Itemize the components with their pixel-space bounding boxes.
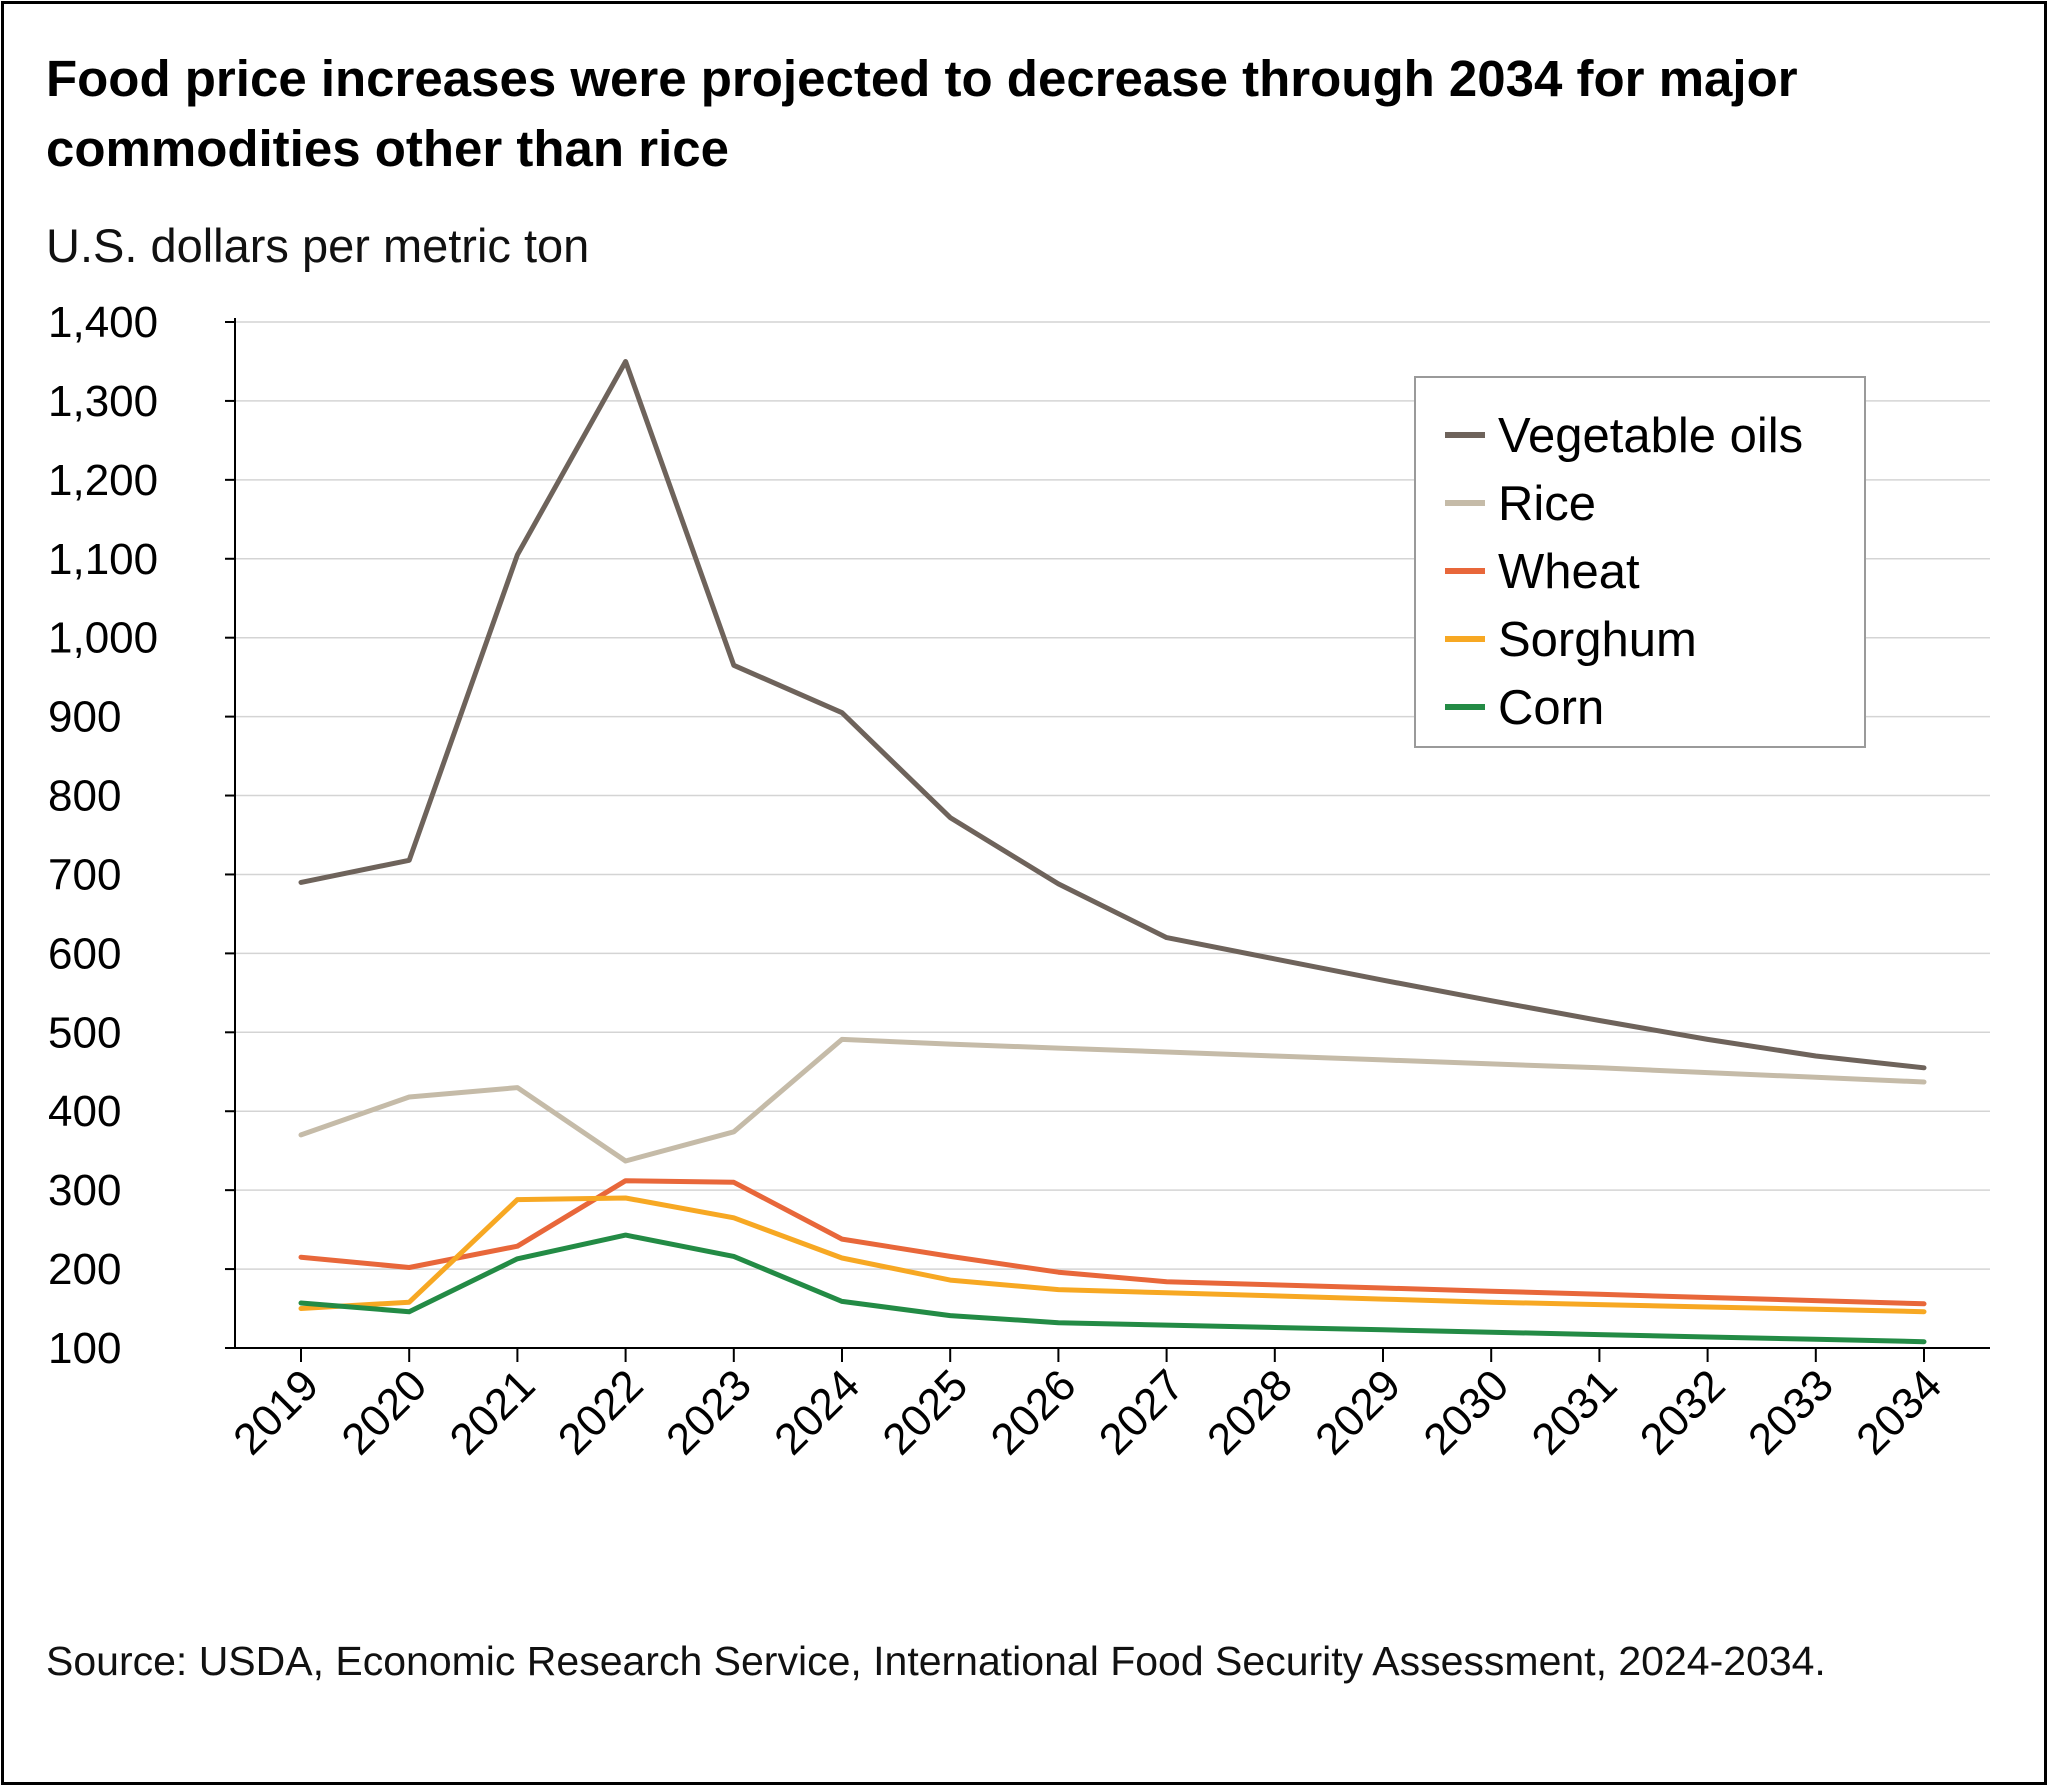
x-tick-label-2027: 2027 bbox=[1090, 1360, 1194, 1464]
y-tick-label-500: 500 bbox=[48, 1008, 121, 1057]
x-tick-label-2028: 2028 bbox=[1198, 1360, 1302, 1464]
y-tick-label-1300: 1,300 bbox=[48, 377, 158, 426]
source-note: Source: USDA, Economic Research Service,… bbox=[46, 1638, 1826, 1684]
y-tick-label-300: 300 bbox=[48, 1166, 121, 1215]
x-tick-label-2029: 2029 bbox=[1306, 1360, 1410, 1464]
y-tick-label-1100: 1,100 bbox=[48, 535, 158, 584]
x-tick-label-2023: 2023 bbox=[657, 1360, 761, 1464]
legend-box bbox=[1414, 376, 1866, 748]
x-tick-label-2024: 2024 bbox=[765, 1360, 869, 1464]
legend-label-rice: Rice bbox=[1498, 477, 1596, 531]
y-tick-label-900: 900 bbox=[48, 693, 121, 742]
y-tick-label-200: 200 bbox=[48, 1245, 121, 1294]
y-axis-label: U.S. dollars per metric ton bbox=[46, 219, 590, 272]
x-tick-label-2019: 2019 bbox=[224, 1360, 328, 1464]
x-tick-label-2020: 2020 bbox=[332, 1360, 436, 1464]
series-line-corn bbox=[298, 1232, 1927, 1345]
chart-title: Food price increases were projected to d… bbox=[46, 50, 1798, 177]
x-tick-label-2022: 2022 bbox=[549, 1360, 653, 1464]
y-tick-label-600: 600 bbox=[48, 929, 121, 978]
series-line-sorghum bbox=[298, 1195, 1927, 1315]
x-tick-label-2025: 2025 bbox=[873, 1360, 977, 1464]
y-tick-label-800: 800 bbox=[48, 772, 121, 821]
legend-label-sorghum: Sorghum bbox=[1498, 613, 1697, 667]
series-line-vegetable-oils bbox=[298, 359, 1927, 1071]
series-line-rice bbox=[298, 1036, 1927, 1164]
x-tick-label-2034: 2034 bbox=[1847, 1360, 1951, 1464]
series-line-wheat bbox=[298, 1178, 1927, 1307]
x-tick-label-2030: 2030 bbox=[1414, 1360, 1518, 1464]
y-tick-label-700: 700 bbox=[48, 850, 121, 899]
y-tick-label-100: 100 bbox=[48, 1324, 121, 1373]
x-tick-label-2026: 2026 bbox=[982, 1360, 1086, 1464]
x-tick-label-2032: 2032 bbox=[1631, 1360, 1735, 1464]
legend-label-vegetable-oils: Vegetable oils bbox=[1498, 409, 1803, 463]
x-tick-label-2033: 2033 bbox=[1739, 1360, 1843, 1464]
x-tick-label-2031: 2031 bbox=[1523, 1360, 1627, 1464]
y-tick-label-1000: 1,000 bbox=[48, 614, 158, 663]
legend-label-corn: Corn bbox=[1498, 681, 1604, 735]
y-tick-label-1400: 1,400 bbox=[48, 298, 158, 347]
y-tick-label-400: 400 bbox=[48, 1087, 121, 1136]
legend-label-wheat: Wheat bbox=[1498, 545, 1640, 599]
x-tick-label-2021: 2021 bbox=[441, 1360, 545, 1464]
y-tick-label-1200: 1,200 bbox=[48, 456, 158, 505]
